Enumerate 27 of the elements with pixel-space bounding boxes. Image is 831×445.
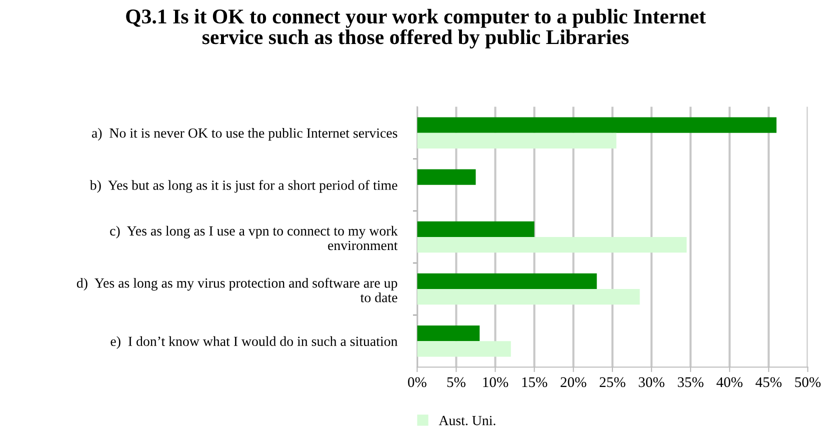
y-tick-label: d) Yes as long as my virus protection and software are up to date <box>76 278 398 302</box>
x-tick-label: 50% <box>795 377 821 388</box>
bar <box>417 341 511 357</box>
x-tick-label: 10% <box>483 377 508 388</box>
x-tick-label: 30% <box>638 377 664 388</box>
y-tick-label: e) I don’t know what I would do in such a situation <box>110 336 398 349</box>
x-tick-label: 45% <box>756 377 782 388</box>
bar <box>417 325 480 342</box>
bar <box>417 289 640 305</box>
x-tick-label: 0% <box>408 377 426 388</box>
x-tick-label: 25% <box>600 377 626 388</box>
x-tick-label: 15% <box>522 377 548 388</box>
bar <box>417 273 597 290</box>
bar <box>417 236 687 253</box>
chart-title: Q3.1 Is it OK to connect your work computer to a public Internet service such as those offered by public Libraries <box>126 8 706 48</box>
bar <box>417 221 534 237</box>
legend-label: Aust. Uni. <box>438 416 496 426</box>
y-tick-label: c) Yes as long as I use a vpn to connect to my work environment <box>110 226 398 250</box>
x-tick-label: 35% <box>678 377 704 388</box>
bar <box>417 132 616 148</box>
x-tick-label: 5% <box>447 377 466 388</box>
x-tick-label: 40% <box>716 377 742 388</box>
y-tick-label: a) No it is never OK to use the public Internet services <box>92 128 398 141</box>
x-tick-label: 20% <box>560 377 586 388</box>
bar <box>417 169 476 185</box>
y-tick-label: b) Yes but as long as it is just for a short period of time <box>90 180 398 193</box>
bar <box>417 117 776 133</box>
